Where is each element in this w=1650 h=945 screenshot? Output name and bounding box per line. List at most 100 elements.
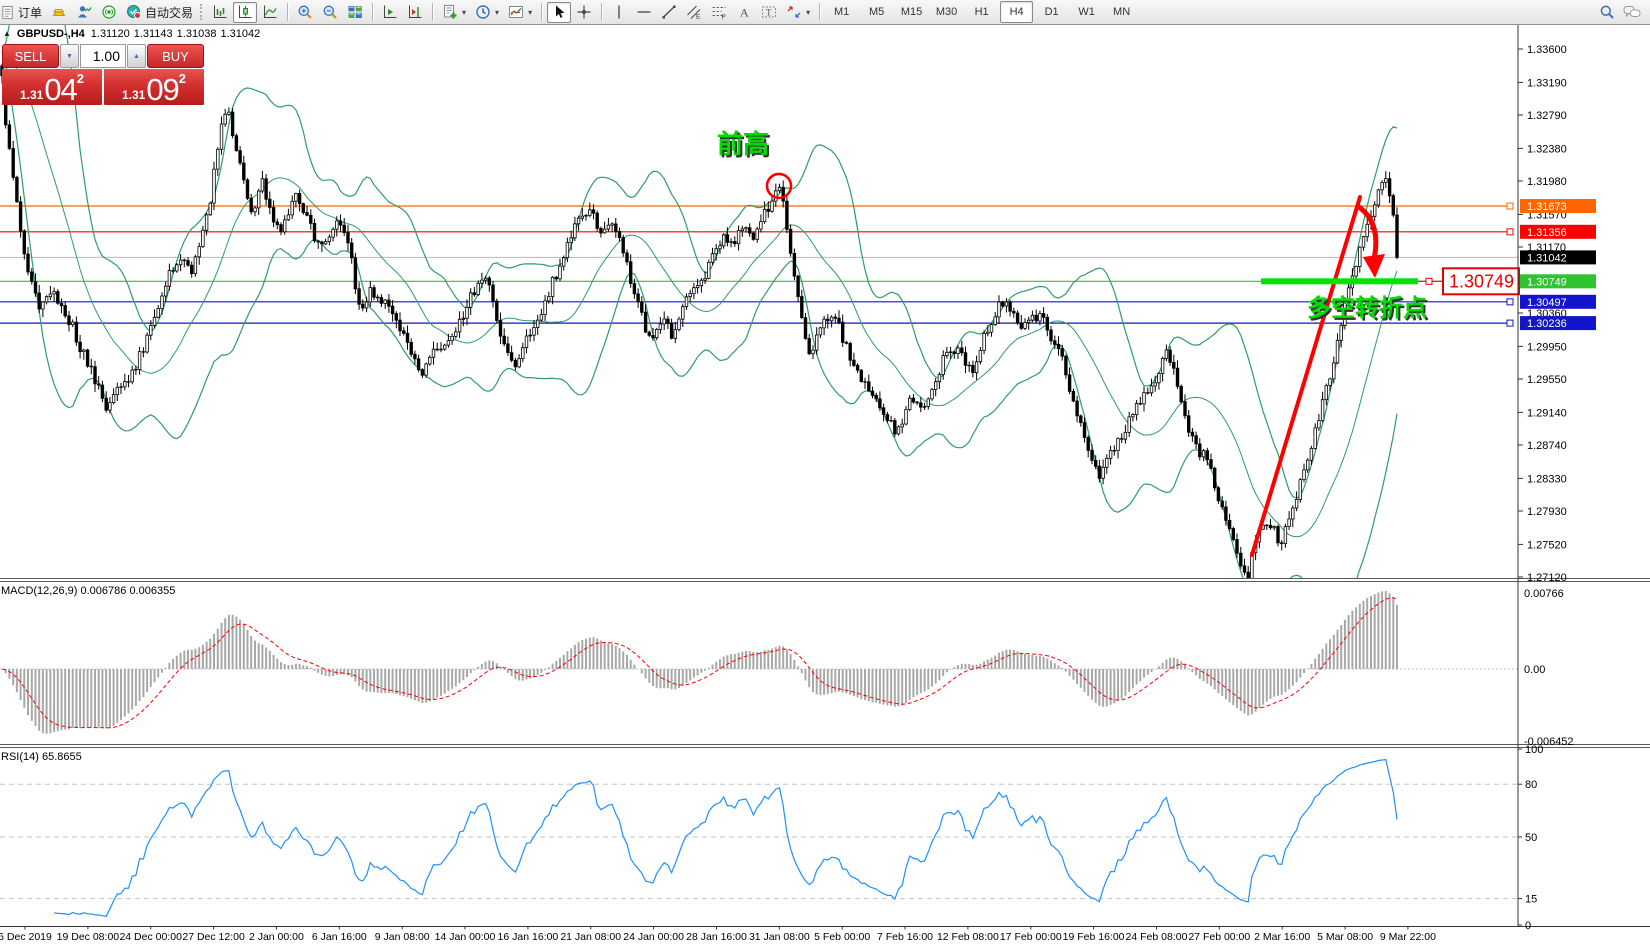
timeframe-button-mn[interactable]: MN — [1113, 6, 1131, 18]
svg-text:14 Jan 00:00: 14 Jan 00:00 — [435, 931, 496, 943]
cursor-tool-button[interactable] — [547, 1, 572, 23]
svg-text:80: 80 — [1525, 779, 1537, 791]
signal-icon — [102, 5, 116, 19]
new-order-label: 订单 — [18, 5, 43, 20]
macd-signal-line — [1, 597, 1398, 729]
volume-decrease-button[interactable]: ▼ — [60, 44, 79, 68]
ohlc-low: 1.31038 — [176, 28, 217, 40]
svg-text:7 Feb 16:00: 7 Feb 16:00 — [877, 931, 933, 943]
symbol-title: ▲ GBPUSD-,H4 1.31120 1.31143 1.31038 1.3… — [3, 28, 260, 40]
horizontal-line-icon — [637, 11, 651, 13]
svg-text:0.00766: 0.00766 — [1524, 588, 1564, 600]
zoom-in-button[interactable] — [293, 2, 317, 23]
support-bar — [1261, 278, 1418, 285]
svg-text:27 Dec 12:00: 27 Dec 12:00 — [182, 931, 245, 943]
svg-text:T: T — [766, 8, 772, 18]
timeframe-button-h1[interactable]: H1 — [974, 6, 989, 18]
vertical-line-tool-button[interactable] — [607, 2, 631, 23]
signal-button[interactable] — [97, 2, 121, 23]
svg-text:50: 50 — [1525, 832, 1537, 844]
svg-text:17 Feb 00:00: 17 Feb 00:00 — [1000, 931, 1062, 943]
fibonacci-tool-button[interactable]: F — [707, 2, 731, 23]
timeframe-button-d1[interactable]: D1 — [1044, 6, 1059, 18]
candlestick-mode-button[interactable] — [233, 1, 258, 23]
chart-shift-icon — [409, 5, 422, 18]
turning-point-shadow: 多空转折点 — [1309, 296, 1429, 324]
fibonacci-icon: F — [712, 7, 726, 20]
svg-text:19 Dec 08:00: 19 Dec 08:00 — [57, 931, 120, 943]
dropdown-caret-icon: ▾ — [528, 7, 533, 17]
auto-scroll-button[interactable] — [378, 2, 402, 23]
toolbar: 订单 自动交易 ▾ ▾ — [0, 0, 1650, 25]
market-watch-icon — [78, 6, 92, 18]
svg-text:1.31042: 1.31042 — [1527, 252, 1567, 264]
timeframe-button-w1[interactable]: W1 — [1078, 6, 1095, 18]
time-axis[interactable]: 6 Dec 2019 19 Dec 08:00 24 Dec 00:00 27 Dec… — [0, 926, 1436, 944]
ohlc-open: 1.31120 — [90, 28, 130, 40]
buy-price-panel[interactable]: 1.31 09 2 — [104, 69, 204, 105]
svg-text:31 Jan 08:00: 31 Jan 08:00 — [749, 931, 810, 943]
svg-text:1.29950: 1.29950 — [1527, 341, 1567, 353]
chat-icon[interactable] — [1623, 4, 1641, 20]
price-axis[interactable]: 1.336001.331901.327901.323801.319801.315… — [1517, 25, 1596, 932]
text-tool-button[interactable]: A — [732, 2, 756, 23]
volume-input[interactable]: 1.00 — [80, 44, 126, 68]
svg-text:24 Feb 08:00: 24 Feb 08:00 — [1126, 931, 1188, 943]
new-order-icon — [2, 5, 13, 19]
price-callout-text: 1.30749 — [1449, 271, 1514, 291]
svg-text:1.29140: 1.29140 — [1527, 407, 1567, 419]
arrows-tool-button[interactable]: ▾ — [782, 2, 814, 23]
zoom-out-button[interactable] — [318, 2, 342, 23]
crosshair-tool-button[interactable] — [572, 2, 596, 23]
svg-text:0: 0 — [1525, 920, 1531, 932]
symbol-period-label: GBPUSD-,H4 — [16, 28, 85, 40]
bollinger-bands — [1, 25, 1398, 578]
volume-increase-button[interactable]: ▲ — [127, 44, 146, 68]
buy-button[interactable]: BUY — [147, 44, 204, 68]
tile-windows-button[interactable] — [343, 2, 367, 23]
new-order-button[interactable]: 订单 — [0, 2, 46, 23]
chart-canvas[interactable]: 前高前高1.30749多空转折点多空转折点1.336001.331901.327… — [0, 25, 1650, 945]
line-chart-icon — [264, 5, 277, 18]
timeframe-button-m5[interactable]: M5 — [868, 6, 885, 18]
market-watch-button[interactable] — [72, 2, 96, 23]
svg-text:6 Dec 2019: 6 Dec 2019 — [0, 931, 52, 943]
chart-window[interactable]: 前高 前高 1.30749 多空转折点 多空转折点 1.33600 1.33190 1.327… — [0, 25, 1650, 945]
prev-high-circle — [765, 172, 793, 200]
sell-price-panel[interactable]: 1.31 04 2 — [2, 69, 102, 105]
periods-button[interactable]: ▾ — [471, 2, 503, 23]
autotrade-button[interactable]: 自动交易 — [122, 2, 197, 23]
line-chart-mode-button[interactable] — [258, 2, 282, 23]
dropdown-caret-icon: ▾ — [495, 7, 500, 17]
chart-shift-button[interactable] — [403, 2, 427, 23]
text-label-tool-button[interactable]: T — [757, 2, 781, 23]
history-center-button[interactable] — [47, 2, 71, 23]
toolbar-separator — [287, 3, 289, 21]
new-chart-button[interactable]: ▾ — [438, 2, 470, 23]
bar-chart-mode-button[interactable] — [208, 2, 232, 23]
horizontal-line-tool-button[interactable] — [632, 2, 656, 23]
timeframe-button-m1[interactable]: M1 — [833, 6, 850, 18]
vertical-line-icon — [618, 5, 620, 19]
svg-text:-0.006452: -0.006452 — [1524, 736, 1574, 748]
sell-button[interactable]: SELL — [2, 44, 59, 68]
svg-text:27 Feb 00:00: 27 Feb 00:00 — [1188, 931, 1250, 943]
timeframe-button-h4[interactable]: H4 — [1000, 1, 1034, 23]
timeframe-button-m30[interactable]: M30 — [935, 6, 958, 18]
cursor-icon — [556, 5, 565, 18]
svg-text:A: A — [740, 6, 749, 20]
turning-point-text: 多空转折点 — [1307, 294, 1427, 322]
channel-tool-button[interactable]: E — [682, 2, 706, 23]
one-click-collapse-arrow[interactable]: ▲ — [3, 29, 11, 38]
pane-dividers[interactable] — [0, 578, 1650, 927]
indicators-button[interactable]: ▾ — [504, 2, 536, 23]
new-chart-icon — [444, 5, 457, 19]
svg-text:2 Mar 16:00: 2 Mar 16:00 — [1254, 931, 1310, 943]
crosshair-icon — [577, 5, 591, 19]
svg-text:6 Jan 16:00: 6 Jan 16:00 — [312, 931, 367, 943]
trendline-tool-button[interactable] — [657, 2, 681, 23]
toolbar-separator — [601, 3, 603, 21]
search-icon[interactable] — [1599, 4, 1615, 20]
timeframe-button-m15[interactable]: M15 — [900, 6, 923, 18]
